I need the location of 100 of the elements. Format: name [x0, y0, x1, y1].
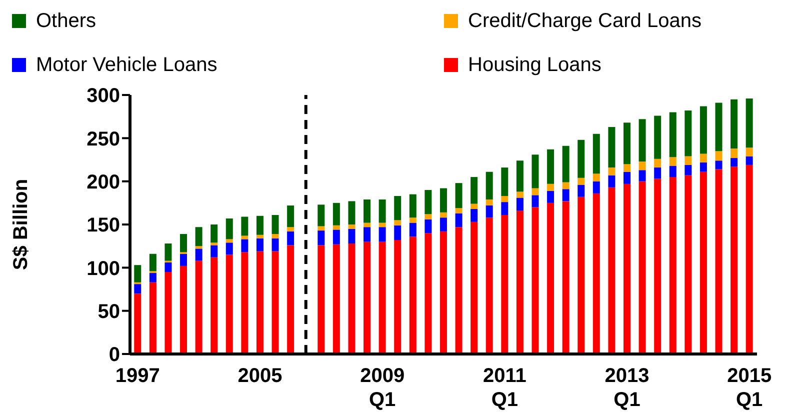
- bar: [470, 177, 478, 204]
- bar: [669, 177, 676, 354]
- bar: [516, 160, 524, 192]
- legend-label: Housing Loans: [468, 54, 602, 76]
- bar: [348, 228, 356, 244]
- bar: [486, 206, 493, 218]
- bar: [547, 190, 554, 203]
- bar: [455, 208, 462, 214]
- bar: [684, 110, 692, 156]
- bar: [730, 166, 738, 354]
- bar: [149, 272, 156, 282]
- y-tick-label: 0: [108, 344, 120, 366]
- bar: [424, 214, 432, 220]
- bar: [684, 164, 692, 176]
- bar: [547, 202, 554, 354]
- bar: [562, 146, 570, 182]
- bar: [440, 212, 447, 218]
- bar: [195, 260, 202, 354]
- bar: [501, 202, 508, 216]
- bar: [516, 192, 524, 198]
- bar: [287, 206, 294, 228]
- x-tick-label: 2005: [238, 365, 282, 387]
- bar: [241, 239, 248, 252]
- bar: [638, 181, 646, 354]
- bar: [654, 158, 662, 168]
- bar: [378, 199, 386, 223]
- bar: [715, 160, 722, 170]
- bar: [700, 172, 707, 354]
- bar: [226, 218, 233, 240]
- bar: [516, 198, 524, 211]
- bar: [394, 240, 402, 354]
- bar: [364, 199, 371, 223]
- bar: [134, 294, 142, 354]
- bar: [730, 99, 738, 149]
- bar: [730, 148, 738, 158]
- bar: [256, 251, 264, 354]
- bar: [409, 194, 416, 218]
- bar: [318, 204, 325, 226]
- bar: [195, 246, 202, 249]
- bar: [730, 158, 738, 167]
- bar: [287, 245, 294, 354]
- bar: [470, 208, 478, 222]
- bar: [669, 157, 676, 166]
- bar: [486, 218, 493, 354]
- bar: [486, 199, 493, 206]
- bar: [700, 154, 707, 162]
- bar: [562, 182, 570, 190]
- y-tick-label: 300: [86, 85, 120, 108]
- bar: [654, 178, 662, 354]
- bar: [608, 187, 616, 354]
- bar: [715, 151, 722, 161]
- bar: [256, 238, 264, 252]
- bar: [608, 175, 616, 188]
- bar: [532, 154, 539, 188]
- bar: [348, 243, 356, 354]
- bar: [164, 262, 172, 272]
- y-tick-label: 150: [86, 214, 120, 237]
- bar: [440, 188, 447, 212]
- bar: [134, 265, 142, 282]
- bar: [623, 164, 630, 172]
- x-tick-label: 2011 Q1: [482, 365, 526, 411]
- legend-label: Credit/Charge Card Loans: [468, 10, 702, 32]
- bar: [654, 116, 662, 159]
- bar: [669, 166, 676, 178]
- bar: [332, 230, 340, 244]
- bar: [149, 254, 156, 272]
- bar: [164, 272, 172, 354]
- bar: [746, 148, 753, 156]
- bar: [348, 201, 356, 224]
- bar: [272, 234, 279, 238]
- bar: [394, 225, 402, 240]
- bar: [332, 244, 340, 354]
- bar: [715, 169, 722, 354]
- bar: [592, 193, 600, 354]
- bar: [272, 238, 279, 252]
- bar: [638, 161, 646, 170]
- bar: [501, 215, 508, 354]
- bar: [195, 248, 202, 261]
- x-tick-label: 2009 Q1: [360, 365, 405, 411]
- x-tick-label: 2015 Q1: [727, 365, 772, 411]
- bar: [700, 106, 707, 154]
- bar: [364, 222, 371, 228]
- bar: [455, 213, 462, 228]
- bar: [226, 254, 233, 354]
- bar: [210, 224, 218, 243]
- bar: [378, 242, 386, 354]
- bar: [195, 227, 202, 246]
- bar: [318, 230, 325, 246]
- bar: [318, 245, 325, 354]
- bar: [578, 140, 585, 178]
- bar: [226, 242, 233, 255]
- bar: [623, 122, 630, 164]
- y-axis-title: S$ Billion: [10, 178, 32, 270]
- bar: [562, 201, 570, 354]
- bar: [272, 215, 279, 234]
- bar: [149, 282, 156, 354]
- bar: [562, 189, 570, 202]
- bar: [669, 112, 676, 158]
- bar: [424, 219, 432, 234]
- bar: [256, 216, 264, 235]
